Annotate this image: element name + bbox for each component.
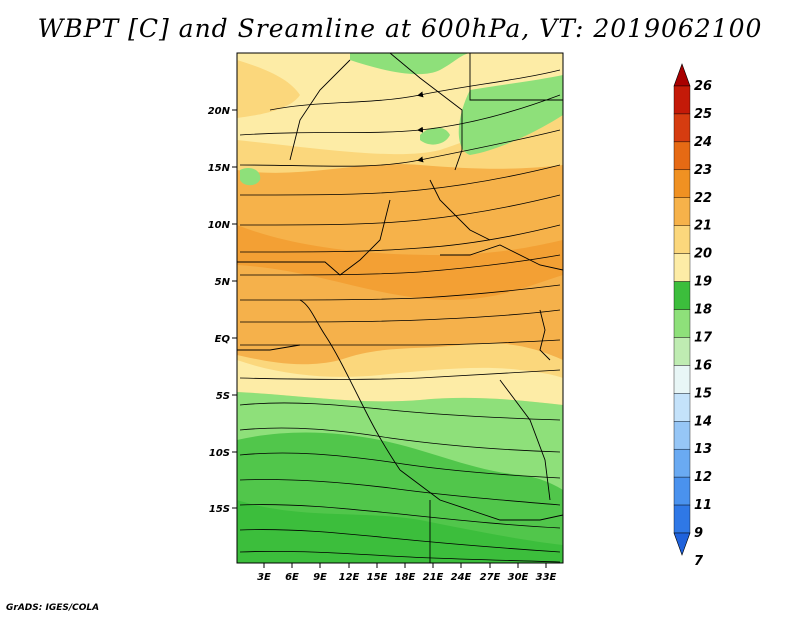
lon-label-18e: 18E xyxy=(395,572,416,583)
colorbar-label: 18 xyxy=(694,303,712,318)
colorbar-segment xyxy=(673,281,691,310)
colorbar-segment xyxy=(673,225,691,254)
lat-label-5s: 5S xyxy=(216,391,230,402)
colorbar-label: 16 xyxy=(694,358,712,373)
colorbar-top-triangle xyxy=(673,63,691,87)
wbpt-field xyxy=(237,53,563,563)
colorbar-label: 19 xyxy=(694,275,712,290)
colorbar-label: 13 xyxy=(694,442,712,457)
colorbar-label: 20 xyxy=(694,247,712,262)
longitude-axis: 3E 6E 9E 12E 15E 18E 21E 24E 27E 30E 33E xyxy=(257,563,557,583)
lon-label-9e: 9E xyxy=(313,572,327,583)
colorbar-label: 11 xyxy=(694,498,712,513)
colorbar-segment xyxy=(673,141,691,171)
lat-label-15n: 15N xyxy=(208,163,231,174)
lon-label-21e: 21E xyxy=(423,572,444,583)
colorbar-label: 25 xyxy=(694,107,712,122)
boundaries xyxy=(237,53,563,563)
colorbar-segment xyxy=(673,393,691,422)
streamlines xyxy=(239,69,561,563)
colorbar-segment xyxy=(673,365,691,394)
colorbar-segment xyxy=(673,504,691,534)
colorbar-segment xyxy=(673,337,691,366)
lon-label-12e: 12E xyxy=(339,572,360,583)
colorbar-bottom-triangle xyxy=(673,532,691,556)
lat-label-10s: 10S xyxy=(209,448,230,459)
colorbar-label: 7 xyxy=(694,554,704,569)
colorbar-label: 23 xyxy=(694,163,712,178)
lat-label-20n: 20N xyxy=(208,106,231,117)
colorbar-label: 17 xyxy=(694,330,713,345)
lat-label-eq: EQ xyxy=(215,334,231,345)
lon-label-6e: 6E xyxy=(285,572,299,583)
colorbar-segment xyxy=(673,85,691,115)
colorbar-label: 9 xyxy=(694,526,703,541)
colorbar-segment xyxy=(673,169,691,198)
chart-title: WBPT [C] and Sreamline at 600hPa, VT: 20… xyxy=(37,14,763,43)
lon-label-24e: 24E xyxy=(451,572,472,583)
colorbar-label: 15 xyxy=(694,386,712,401)
colorbar-label: 26 xyxy=(694,79,712,94)
colorbar-label: 22 xyxy=(694,191,712,206)
lon-label-27e: 27E xyxy=(480,572,501,583)
colorbar-segment xyxy=(673,253,691,282)
lat-label-5n: 5N xyxy=(215,277,231,288)
latitude-axis: 20N 15N 10N 5N EQ 5S 10S 15S xyxy=(208,106,237,515)
colorbar-segment xyxy=(673,476,691,506)
lon-label-30e: 30E xyxy=(508,572,529,583)
lat-label-15s: 15S xyxy=(209,504,230,515)
lon-label-3e: 3E xyxy=(257,572,271,583)
colorbar-segment xyxy=(673,309,691,338)
colorbar-label: 12 xyxy=(694,470,712,485)
colorbar-segment xyxy=(673,448,691,478)
colorbar-segment xyxy=(673,113,691,143)
colorbar-label: 24 xyxy=(694,135,712,150)
map-frame xyxy=(236,52,564,564)
colorbar-label: 14 xyxy=(694,414,712,429)
lon-label-33e: 33E xyxy=(536,572,557,583)
lat-label-10n: 10N xyxy=(208,220,231,231)
colorbar: 26 25 24 23 22 21 20 19 18 17 16 15 14 13 12 11 9 7 xyxy=(673,63,713,569)
colorbar-segment xyxy=(673,421,691,450)
lon-label-15e: 15E xyxy=(367,572,388,583)
colorbar-label: 21 xyxy=(694,219,712,234)
credit-text: GrADS: IGES/COLA xyxy=(6,603,100,613)
colorbar-segment xyxy=(673,197,691,226)
